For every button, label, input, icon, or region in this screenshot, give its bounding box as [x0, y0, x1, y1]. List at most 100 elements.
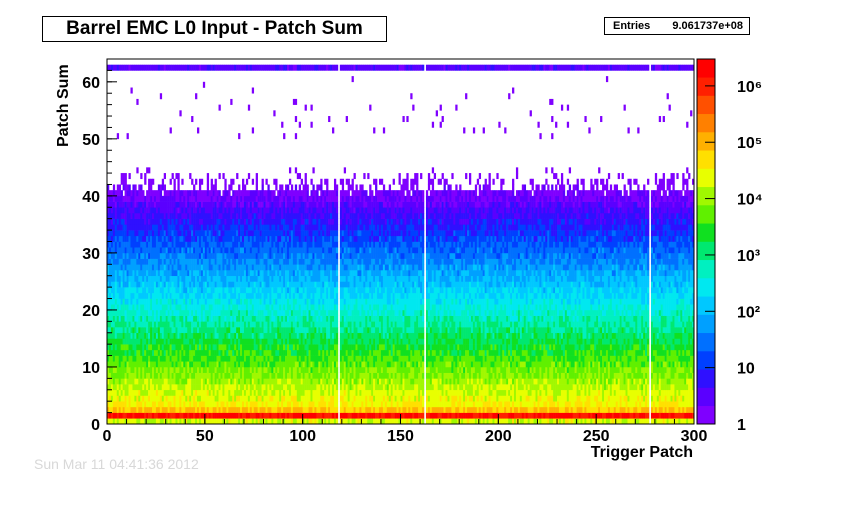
heatmap-cell: [242, 207, 245, 214]
heatmap-cell: [195, 224, 198, 231]
heatmap-cell: [226, 378, 229, 385]
heatmap-cell: [230, 361, 233, 368]
heatmap-cell: [245, 224, 249, 231]
heatmap-cell: [296, 372, 300, 379]
heatmap-cell: [202, 349, 206, 356]
heatmap-cell: [140, 247, 143, 254]
heatmap-cell: [218, 247, 221, 254]
heatmap-cell: [118, 332, 121, 339]
heatmap-cell: [159, 327, 163, 334]
heatmap-cell: [146, 264, 149, 271]
heatmap-cell: [136, 309, 139, 316]
heatmap-cell: [212, 218, 215, 225]
heatmap-cell: [200, 309, 204, 316]
heatmap-cell: [134, 212, 137, 219]
heatmap-cell: [290, 395, 294, 402]
heatmap-cell: [294, 309, 298, 316]
heatmap-cell: [142, 298, 145, 305]
heatmap-cell: [157, 64, 161, 71]
heatmap-cell: [316, 332, 319, 339]
heatmap-cell: [173, 252, 176, 259]
heatmap-cell: [167, 235, 170, 242]
heatmap-cell: [165, 252, 168, 259]
heatmap-cell: [197, 309, 200, 316]
heatmap-cell: [175, 270, 178, 277]
heatmap-cell: [165, 384, 168, 391]
heatmap-cell: [306, 304, 309, 311]
heatmap-cell: [249, 287, 253, 294]
heatmap-cell: [150, 207, 153, 214]
heatmap-cell: [112, 321, 116, 328]
heatmap-cell: [183, 275, 186, 282]
heatmap-cell: [316, 338, 319, 345]
heatmap-cell: [140, 395, 143, 402]
heatmap-cell: [179, 264, 182, 271]
heatmap-cell: [150, 184, 153, 191]
heatmap-cell: [200, 230, 204, 237]
heatmap-cell: [120, 366, 123, 373]
heatmap-cell: [312, 344, 315, 351]
heatmap-cell: [161, 349, 165, 356]
heatmap-cell: [300, 178, 303, 185]
heatmap-cell: [296, 344, 300, 351]
heatmap-cell: [152, 321, 155, 328]
heatmap-cell: [281, 355, 284, 362]
heatmap-cell: [228, 235, 231, 242]
heatmap-cell: [310, 292, 313, 299]
heatmap-cell: [163, 389, 166, 396]
heatmap-cell: [249, 270, 253, 277]
heatmap-cell: [275, 258, 278, 265]
heatmap-cell: [107, 212, 110, 219]
heatmap-cell: [138, 321, 141, 328]
heatmap-cell: [267, 338, 270, 345]
heatmap-cell: [243, 258, 247, 265]
heatmap-cell: [171, 321, 174, 328]
heatmap-cell: [267, 212, 270, 219]
heatmap-cell: [265, 224, 268, 231]
heatmap-cell: [169, 207, 172, 214]
heatmap-cell: [204, 349, 208, 356]
heatmap-cell: [257, 64, 260, 71]
heatmap-cell: [124, 292, 127, 299]
heatmap-cell: [112, 298, 116, 305]
heatmap-cell: [189, 372, 192, 379]
heatmap-cell: [116, 361, 120, 368]
heatmap-cell: [169, 258, 172, 265]
heatmap-cell: [198, 292, 202, 299]
heatmap-cell: [306, 309, 309, 316]
heatmap-cell: [322, 195, 325, 202]
heatmap-cell: [279, 355, 282, 362]
heatmap-cell: [312, 270, 315, 277]
heatmap-cell: [294, 247, 298, 254]
heatmap-cell: [210, 241, 213, 248]
heatmap-cell: [287, 184, 290, 191]
heatmap-cell: [294, 252, 298, 259]
heatmap-cell: [159, 315, 163, 322]
heatmap-cell: [243, 201, 247, 208]
heatmap-cell: [114, 292, 118, 299]
heatmap-cell: [253, 224, 257, 231]
heatmap-cell: [330, 378, 333, 385]
heatmap-cell: [216, 384, 219, 391]
heatmap-cell: [234, 418, 237, 425]
heatmap-cell: [171, 230, 174, 237]
heatmap-cell: [320, 321, 323, 328]
heatmap-cell: [200, 281, 204, 288]
heatmap-cell: [185, 349, 188, 356]
heatmap-cell: [326, 178, 329, 185]
heatmap-cell: [148, 332, 151, 339]
heatmap-cell: [152, 327, 155, 334]
heatmap-cell: [261, 401, 264, 408]
heatmap-cell: [328, 298, 331, 305]
heatmap-cell: [314, 298, 317, 305]
heatmap-cell: [330, 406, 333, 413]
heatmap-cell: [306, 235, 309, 242]
heatmap-cell: [285, 309, 288, 316]
heatmap-cell: [146, 355, 149, 362]
heatmap-cell: [267, 270, 270, 277]
heatmap-cell: [210, 258, 213, 265]
heatmap-cell: [263, 252, 266, 259]
heatmap-cell: [238, 338, 241, 345]
heatmap-cell: [175, 406, 178, 413]
heatmap-cell: [238, 201, 241, 208]
